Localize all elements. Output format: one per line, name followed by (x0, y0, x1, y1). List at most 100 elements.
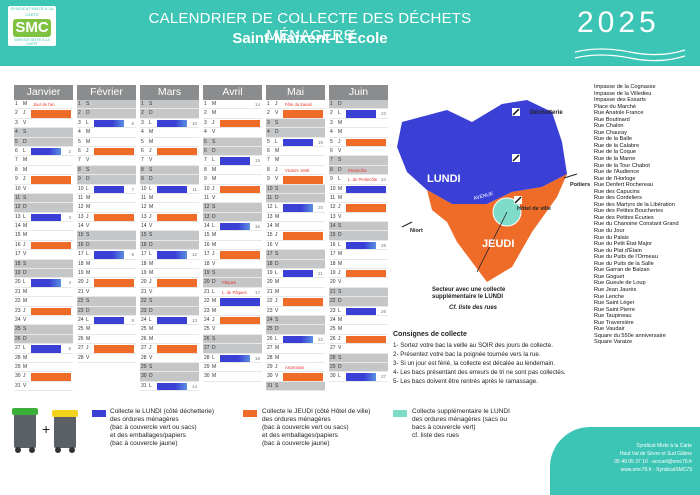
collection-bar (31, 147, 61, 156)
month-header: Mars (140, 85, 199, 100)
map-label-jeudi: JEUDI (482, 238, 514, 250)
day-row: 8 D Pentecôte (329, 165, 388, 176)
day-letter: S (23, 260, 27, 267)
day-row: 12 J (329, 203, 388, 213)
week-number: 17 (254, 289, 260, 295)
day-letter: L (212, 354, 215, 361)
map-note-line2: supplémentaire le LUNDI (432, 294, 504, 300)
day-row: 20 J (77, 278, 136, 288)
day-letter: L (212, 157, 215, 164)
day-number: 20 (204, 279, 210, 286)
week-number: 13 (191, 317, 197, 323)
day-letter: M (275, 213, 280, 220)
day-letter: L (212, 223, 215, 230)
day-number: 12 (267, 204, 273, 211)
collection-bar (157, 382, 187, 391)
day-letter: L (86, 119, 89, 126)
day-number: 23 (15, 307, 21, 314)
day-number: 16 (204, 241, 210, 248)
day-number: 15 (15, 232, 21, 239)
day-letter: L (149, 382, 152, 389)
day-number: 19 (15, 270, 21, 277)
page-title: CALENDRIER DE COLLECTE DES DÉCHETS MÉNAG… (148, 10, 472, 44)
day-letter: D (338, 363, 342, 370)
day-number: 11 (15, 194, 21, 201)
street-item: Rue Denfert Rochereau (594, 182, 654, 189)
day-letter: M (23, 354, 28, 361)
street-item: Rue du Puits de la Salle (594, 260, 654, 267)
day-letter: J (275, 101, 278, 107)
day-row: 27 L 5 (14, 344, 73, 354)
street-item: Rue Gueule de Loup (594, 280, 646, 287)
day-letter: J (23, 307, 26, 314)
day-row: 12 D (14, 203, 73, 213)
day-row: 10 M (329, 185, 388, 194)
day-letter: M (86, 194, 91, 201)
day-letter: L (86, 251, 89, 258)
day-letter: J (86, 213, 89, 220)
day-number: 29 (204, 363, 210, 370)
collection-bar (31, 373, 71, 381)
day-number: 16 (267, 241, 273, 248)
day-letter: S (338, 223, 342, 230)
day-number: 22 (267, 298, 273, 305)
day-number: 2 (204, 110, 207, 117)
day-letter: D (149, 110, 153, 117)
day-letter: L (338, 307, 341, 314)
day-row: 15 D (329, 231, 388, 241)
day-row: 19 L 21 (266, 269, 325, 279)
day-number: 2 (78, 110, 81, 117)
day-number: 9 (330, 176, 333, 183)
day-letter: V (23, 185, 27, 192)
day-number: 21 (330, 288, 336, 295)
day-number: 27 (15, 345, 21, 352)
legend-line: (bac à couvercle jaune) (262, 440, 330, 447)
legend-line: (bac à couvercle jaune) (110, 440, 178, 447)
day-letter: S (338, 354, 342, 361)
day-number: 22 (204, 298, 210, 305)
day-number: 3 (267, 119, 270, 126)
day-row: 21 L L. de Pâques 17 (203, 288, 262, 298)
day-letter: J (149, 279, 152, 286)
day-letter: M (149, 204, 154, 211)
day-number: 6 (141, 147, 144, 154)
street-item: Rue Chalon (594, 123, 624, 130)
day-letter: V (275, 307, 279, 314)
collection-bar (157, 119, 187, 128)
day-letter: M (86, 335, 91, 342)
day-row: 11 M (329, 194, 388, 204)
day-row: 16 J (14, 241, 73, 251)
day-letter: M (23, 232, 28, 239)
day-row: 28 M (14, 354, 73, 363)
day-number: 9 (141, 176, 144, 183)
street-item: Rue de l'Horloge (594, 175, 636, 182)
day-row: 31 L 14 (140, 382, 199, 392)
day-row: 15 M (203, 231, 262, 241)
map-label-avenue: AVENUE (473, 191, 495, 202)
day-letter: M (86, 326, 91, 333)
day-number: 24 (15, 316, 21, 323)
day-letter: M (86, 204, 91, 211)
day-number: 2 (330, 110, 333, 117)
day-number: 28 (78, 354, 84, 361)
day-number: 10 (267, 185, 273, 192)
day-letter: M (86, 260, 91, 267)
contact-line: Haut Val de Sèvre et Sud Gâtine (619, 451, 692, 457)
day-letter: M (338, 129, 343, 136)
day-letter: M (86, 129, 91, 136)
day-letter: V (23, 382, 27, 389)
collection-bar (157, 251, 187, 259)
day-letter: M (338, 316, 343, 323)
day-row: 15 S (140, 231, 199, 241)
day-letter: J (338, 204, 341, 211)
logo-main-text: SMC (13, 19, 51, 37)
day-letter: D (338, 166, 342, 173)
day-number: 24 (267, 316, 273, 323)
day-number: 2 (267, 110, 270, 117)
